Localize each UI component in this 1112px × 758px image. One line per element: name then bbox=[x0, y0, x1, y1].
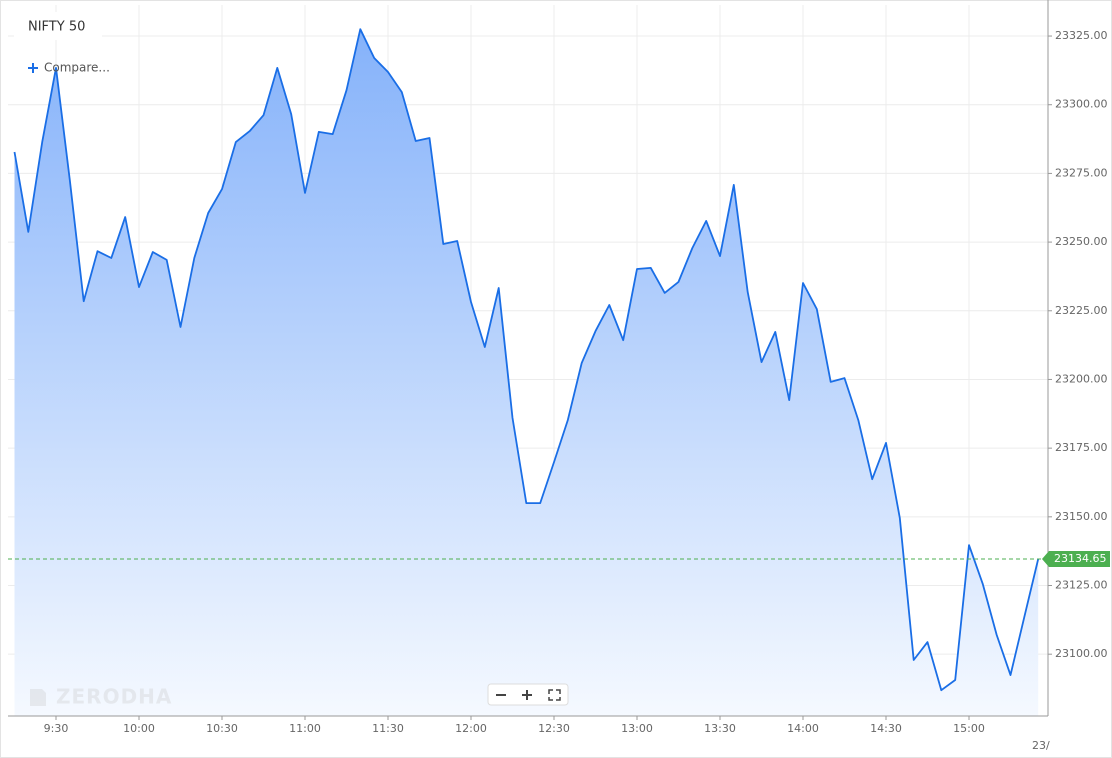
watermark-text: ZERODHA bbox=[56, 685, 172, 709]
x-tick-label: 12:00 bbox=[455, 722, 487, 735]
y-tick-label: 23325.00 bbox=[1055, 29, 1108, 42]
x-tick-label: 13:30 bbox=[704, 722, 736, 735]
y-tick-label: 23125.00 bbox=[1055, 579, 1108, 592]
compare-label[interactable]: Compare... bbox=[44, 61, 110, 75]
last-price-label: 23134.65 bbox=[1054, 552, 1107, 565]
fullscreen[interactable] bbox=[548, 689, 561, 701]
x-tick-label: 12:30 bbox=[538, 722, 570, 735]
x-tick-label: 10:30 bbox=[206, 722, 238, 735]
watermark-icon bbox=[30, 689, 46, 706]
y-tick-label: 23100.00 bbox=[1055, 647, 1108, 660]
watermark: ZERODHA bbox=[30, 685, 172, 709]
compare-button[interactable]: Compare... bbox=[28, 61, 110, 75]
title-bg bbox=[14, 12, 102, 40]
last-price-tag bbox=[1042, 550, 1110, 567]
x-tick-label: 11:30 bbox=[372, 722, 404, 735]
y-tick-label: 23200.00 bbox=[1055, 372, 1108, 385]
y-tick-label: 23175.00 bbox=[1055, 441, 1108, 454]
x-tick-label: 14:00 bbox=[787, 722, 819, 735]
zoom-in[interactable] bbox=[522, 690, 532, 700]
x-tick-label: 14:30 bbox=[870, 722, 902, 735]
area bbox=[14, 29, 1039, 716]
chart-title: NIFTY 50 bbox=[28, 20, 85, 35]
next-day-label: 23/ bbox=[1032, 739, 1050, 752]
x-tick-label: 13:00 bbox=[621, 722, 653, 735]
y-tick-label: 23250.00 bbox=[1055, 235, 1108, 248]
plus-icon bbox=[28, 63, 38, 73]
line bbox=[13, 28, 1040, 692]
x-tick-label: 10:00 bbox=[123, 722, 155, 735]
y-tick-label: 23150.00 bbox=[1055, 510, 1108, 523]
y-tick-label: 23225.00 bbox=[1055, 304, 1108, 317]
zoom-controls bbox=[487, 683, 569, 706]
x-tick-label: 15:00 bbox=[953, 722, 985, 735]
x-tick-label: 9:30 bbox=[44, 722, 69, 735]
y-tick-label: 23275.00 bbox=[1055, 166, 1108, 179]
x-tick-label: 11:00 bbox=[289, 722, 321, 735]
y-tick-label: 23300.00 bbox=[1055, 98, 1108, 111]
